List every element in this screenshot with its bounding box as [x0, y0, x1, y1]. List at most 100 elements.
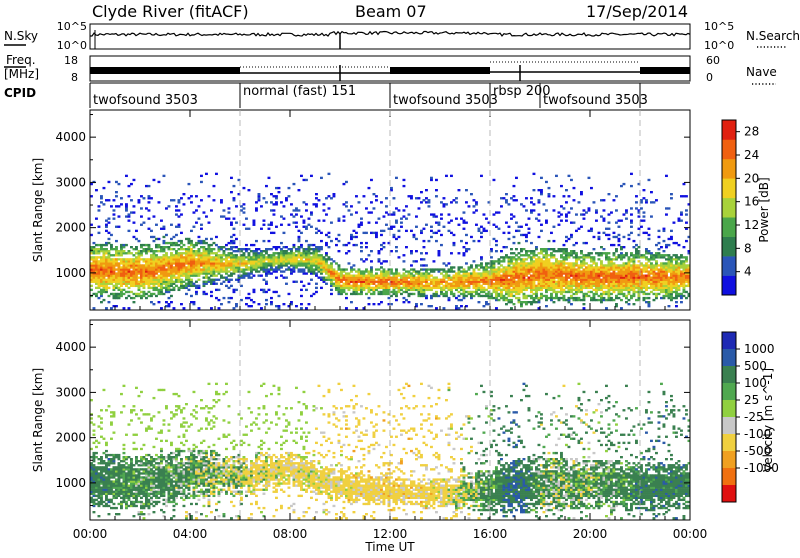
heatmap-cell	[675, 305, 678, 307]
heatmap-cell	[475, 291, 478, 293]
heatmap-cell	[533, 252, 536, 254]
heatmap-cell	[245, 262, 248, 264]
heatmap-cell	[598, 299, 601, 301]
heatmap-cell	[670, 293, 673, 295]
heatmap-cell	[150, 287, 153, 289]
heatmap-cell	[143, 260, 146, 262]
heatmap-cell	[420, 201, 423, 203]
heatmap-cell	[568, 254, 571, 256]
heatmap-cell	[325, 279, 328, 281]
heatmap-cell	[98, 281, 101, 283]
heatmap-cell	[233, 246, 236, 248]
heatmap-cell	[610, 289, 613, 291]
heatmap-cell	[660, 264, 663, 266]
heatmap-cell	[148, 264, 151, 266]
heatmap-cell	[590, 287, 593, 289]
heatmap-cell	[623, 254, 626, 256]
heatmap-cell	[370, 289, 373, 291]
heatmap-cell	[163, 268, 166, 270]
heatmap-cell	[180, 268, 183, 270]
heatmap-cell	[495, 299, 498, 301]
heatmap-cell	[98, 252, 101, 254]
heatmap-cell	[498, 268, 501, 270]
heatmap-cell	[668, 262, 671, 264]
heatmap-cell	[675, 266, 678, 268]
heatmap-cell	[608, 297, 611, 299]
heatmap-cell	[590, 256, 593, 258]
heatmap-cell	[578, 277, 581, 279]
heatmap-cell	[365, 293, 368, 295]
heatmap-cell	[160, 258, 163, 260]
heatmap-cell	[368, 254, 371, 256]
heatmap-cell	[178, 240, 181, 242]
heatmap-cell	[685, 277, 688, 279]
heatmap-cell	[613, 291, 616, 293]
heatmap-cell	[230, 272, 233, 274]
heatmap-cell	[218, 256, 221, 258]
heatmap-cell	[425, 287, 428, 289]
heatmap-cell	[640, 262, 643, 264]
heatmap-cell	[308, 258, 311, 260]
heatmap-cell	[618, 240, 621, 242]
heatmap-cell	[590, 283, 593, 285]
heatmap-cell	[515, 297, 518, 299]
heatmap-cell	[428, 272, 431, 274]
heatmap-cell	[285, 256, 288, 258]
heatmap-cell	[618, 270, 621, 272]
heatmap-cell	[538, 281, 541, 283]
heatmap-cell	[110, 260, 113, 262]
heatmap-cell	[303, 264, 306, 266]
heatmap-cell	[448, 277, 451, 279]
heatmap-cell	[285, 250, 288, 252]
heatmap-cell	[145, 279, 148, 281]
heatmap-cell	[118, 287, 121, 289]
heatmap-cell	[300, 281, 303, 283]
heatmap-cell	[150, 275, 153, 277]
heatmap-cell	[298, 254, 301, 256]
heatmap-cell	[168, 260, 171, 262]
heatmap-cell	[313, 272, 316, 274]
heatmap-cell	[260, 252, 263, 254]
heatmap-cell	[660, 262, 663, 264]
heatmap-cell	[408, 275, 411, 277]
heatmap-cell	[538, 264, 541, 266]
heatmap-cell	[420, 279, 423, 281]
heatmap-cell	[125, 275, 128, 277]
heatmap-cell	[130, 252, 133, 254]
heatmap-cell	[395, 220, 398, 222]
heatmap-cell	[533, 299, 536, 301]
heatmap-cell	[200, 254, 203, 256]
heatmap-cell	[318, 260, 321, 262]
heatmap-cell	[463, 293, 466, 295]
heatmap-cell	[103, 281, 106, 283]
heatmap-cell	[335, 270, 338, 272]
heatmap-cell	[493, 262, 496, 264]
heatmap-cell	[285, 254, 288, 256]
heatmap-cell	[443, 285, 446, 287]
heatmap-cell	[158, 244, 161, 246]
heatmap-cell	[685, 240, 688, 242]
heatmap-cell	[443, 197, 446, 199]
heatmap-cell	[458, 283, 461, 285]
heatmap-cell	[210, 244, 213, 246]
heatmap-cell	[193, 272, 196, 274]
heatmap-cell	[585, 295, 588, 297]
heatmap-cell	[640, 279, 643, 281]
heatmap-cell	[415, 277, 418, 279]
heatmap-cell	[148, 197, 151, 199]
heatmap-cell	[478, 295, 481, 297]
heatmap-cell	[555, 268, 558, 270]
heatmap-cell	[255, 264, 258, 266]
heatmap-cell	[303, 270, 306, 272]
heatmap-cell	[165, 242, 168, 244]
heatmap-cell	[103, 258, 106, 260]
heatmap-cell	[623, 289, 626, 291]
heatmap-cell	[628, 234, 631, 236]
heatmap-cell	[533, 209, 536, 211]
heatmap-cell	[400, 218, 403, 220]
heatmap-cell	[675, 260, 678, 262]
heatmap-cell	[275, 203, 278, 205]
heatmap-cell	[113, 277, 116, 279]
heatmap-cell	[638, 277, 641, 279]
heatmap-cell	[355, 285, 358, 287]
